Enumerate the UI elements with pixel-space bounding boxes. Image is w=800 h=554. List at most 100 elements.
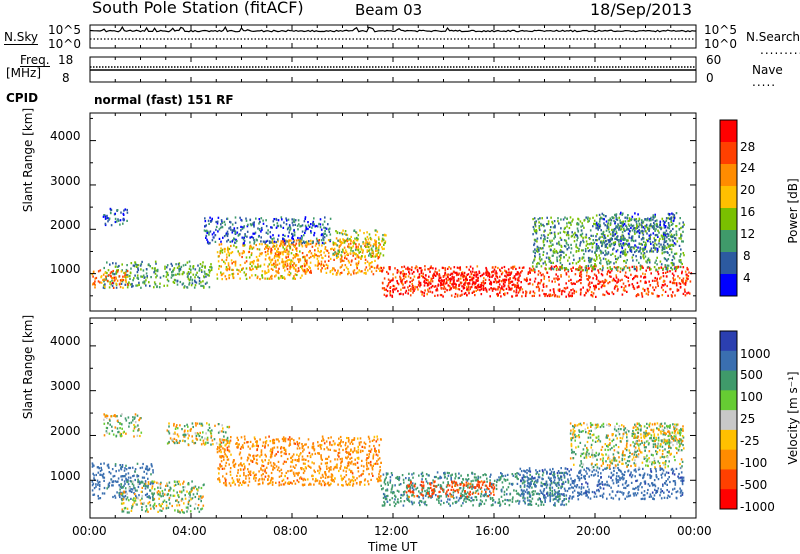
power-cell: [550, 216, 552, 219]
velocity-cell: [260, 467, 262, 470]
power-cell: [272, 234, 274, 237]
power-cell: [421, 291, 424, 294]
power-cell: [621, 222, 623, 225]
velocity-cell: [371, 472, 373, 475]
power-cell: [656, 243, 658, 246]
power-cell: [201, 264, 204, 267]
power-cell: [381, 247, 384, 251]
power-cell: [534, 252, 536, 255]
power-cell: [628, 228, 630, 231]
velocity-cell: [225, 461, 228, 464]
power-cell: [271, 238, 273, 241]
power-cell: [539, 271, 542, 274]
power-cell: [372, 252, 375, 255]
velocity-cell: [307, 446, 309, 449]
power-cell: [392, 277, 394, 280]
power-cell: [239, 277, 241, 280]
power-cell: [611, 279, 614, 282]
power-cell: [271, 277, 273, 280]
power-cell: [273, 240, 276, 243]
velocity-cell: [331, 443, 333, 447]
power-cell: [239, 216, 241, 219]
power-cell: [671, 259, 674, 262]
power-cell: [537, 273, 540, 276]
power-cell: [595, 274, 597, 277]
power-cell: [255, 266, 258, 269]
power-cell: [623, 266, 626, 269]
velocity-cell: [121, 465, 124, 468]
power-cell: [644, 280, 647, 283]
power-cell: [549, 259, 552, 262]
power-cell: [606, 246, 609, 249]
power-cell: [222, 272, 225, 275]
power-cell: [485, 266, 487, 270]
power-cell: [601, 244, 603, 248]
power-cell: [619, 242, 622, 245]
power-cell: [650, 250, 653, 253]
power-cell: [284, 269, 286, 272]
power-cell: [298, 240, 301, 243]
power-cell: [304, 258, 306, 261]
velocity-cell: [225, 484, 228, 487]
power-cell: [445, 281, 448, 285]
power-cell: [656, 247, 659, 250]
velocity-cell: [290, 460, 292, 463]
power-cell: [242, 251, 245, 254]
power-cell: [392, 284, 395, 287]
velocity-cell: [91, 462, 94, 465]
power-cell: [672, 277, 674, 280]
power-cell: [239, 233, 241, 236]
power-cell: [339, 232, 341, 235]
power-cell: [580, 225, 582, 228]
power-cell: [460, 272, 463, 275]
power-cell: [182, 264, 185, 267]
power-cell: [602, 293, 604, 296]
power-cell: [97, 280, 100, 283]
velocity-cell: [180, 499, 183, 502]
power-cell: [668, 245, 670, 248]
power-cell: [670, 216, 673, 219]
power-cell: [602, 266, 604, 269]
power-cell: [371, 255, 374, 258]
velocity-cell: [309, 482, 311, 485]
power-cell: [533, 292, 536, 295]
power-cell: [414, 285, 416, 288]
power-cell: [592, 225, 594, 228]
power-cell: [546, 216, 548, 219]
power-cell: [251, 247, 254, 250]
power-cell: [657, 270, 659, 273]
power-cell: [306, 242, 308, 245]
power-cell: [595, 227, 597, 230]
power-cell: [611, 228, 613, 231]
power-cell: [297, 254, 300, 257]
power-cell: [154, 267, 156, 270]
power-cell: [293, 231, 296, 234]
velocity-cell: [121, 494, 123, 497]
velocity-cell: [240, 445, 243, 449]
power-cell: [578, 272, 581, 275]
power-cell: [645, 281, 647, 284]
power-cell: [625, 253, 628, 256]
power-cell: [650, 216, 652, 219]
power-cell: [393, 285, 396, 288]
velocity-cell: [145, 485, 147, 488]
power-cell: [533, 228, 535, 231]
velocity-cell: [361, 459, 363, 462]
velocity-cell: [305, 443, 307, 446]
power-cell: [626, 251, 629, 254]
power-cell: [142, 274, 145, 277]
power-cell: [126, 274, 128, 277]
velocity-cell: [368, 473, 370, 476]
velocity-cell: [330, 482, 332, 485]
power-cell: [459, 277, 462, 280]
velocity-cell: [121, 478, 123, 481]
power-cell: [565, 282, 567, 285]
power-cell: [226, 217, 229, 220]
velocity-cell: [296, 453, 298, 456]
velocity-cell: [253, 474, 256, 477]
power-cell: [313, 255, 316, 258]
velocity-cell: [347, 461, 350, 464]
power-cell: [308, 265, 310, 268]
power-cell: [599, 223, 601, 226]
power-cell: [207, 219, 210, 222]
